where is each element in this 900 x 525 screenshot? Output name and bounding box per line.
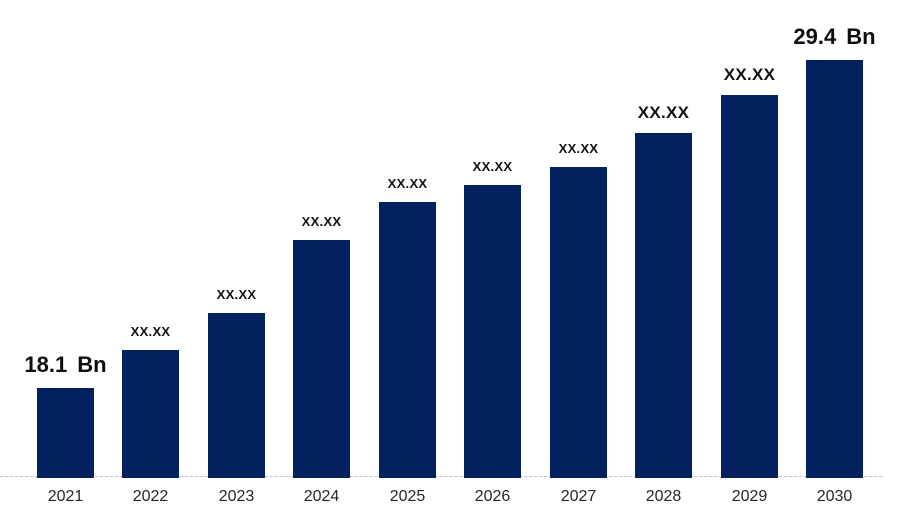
bar-value-label: XX.XX bbox=[130, 324, 171, 339]
x-tick-label: 2027 bbox=[560, 488, 597, 505]
bar-value-label: XX.XX bbox=[301, 214, 342, 229]
bar bbox=[550, 167, 607, 478]
x-tick-label: 2028 bbox=[645, 488, 682, 505]
bar-group: XX.XX 2024 bbox=[293, 0, 350, 525]
bar bbox=[293, 240, 350, 478]
x-tick-label: 2024 bbox=[303, 488, 340, 505]
x-tick-label: 2026 bbox=[474, 488, 511, 505]
bar-value-label: 29.4 Bn bbox=[793, 24, 876, 49]
bar-value-label: XX.XX bbox=[387, 176, 428, 191]
bar-value-label: XX.XX bbox=[472, 159, 513, 174]
bar-value-label: 18.1 Bn bbox=[24, 352, 107, 377]
bar bbox=[806, 60, 863, 478]
x-axis-line bbox=[0, 476, 882, 477]
bar-group: XX.XX 2027 bbox=[550, 0, 607, 525]
x-tick-label: 2029 bbox=[731, 488, 768, 505]
bar-group: XX.XX 2022 bbox=[122, 0, 179, 525]
bar-group: 29.4 Bn 2030 bbox=[793, 0, 875, 525]
bar-group: XX.XX 2029 bbox=[721, 0, 778, 525]
bar-group: XX.XX 2026 bbox=[464, 0, 521, 525]
bar bbox=[721, 95, 778, 478]
bar bbox=[379, 202, 436, 478]
bar bbox=[635, 133, 692, 478]
bar-group: XX.XX 2023 bbox=[208, 0, 265, 525]
bar bbox=[208, 313, 265, 478]
x-tick-label: 2025 bbox=[389, 488, 426, 505]
bar-group: XX.XX 2025 bbox=[379, 0, 436, 525]
bar-group: XX.XX 2028 bbox=[635, 0, 692, 525]
bar bbox=[122, 350, 179, 478]
bar-value-label: XX.XX bbox=[558, 141, 599, 156]
x-tick-label: 2021 bbox=[47, 488, 84, 505]
bar-group: 18.1 Bn 2021 bbox=[24, 0, 106, 525]
x-tick-label: 2030 bbox=[816, 488, 853, 505]
bar-value-label: XX.XX bbox=[723, 65, 776, 84]
x-tick-label: 2023 bbox=[218, 488, 255, 505]
x-tick-label: 2022 bbox=[132, 488, 169, 505]
bar-value-label: XX.XX bbox=[637, 103, 690, 122]
bar bbox=[464, 185, 521, 478]
bar bbox=[37, 388, 94, 478]
bar-value-label: XX.XX bbox=[216, 287, 257, 302]
